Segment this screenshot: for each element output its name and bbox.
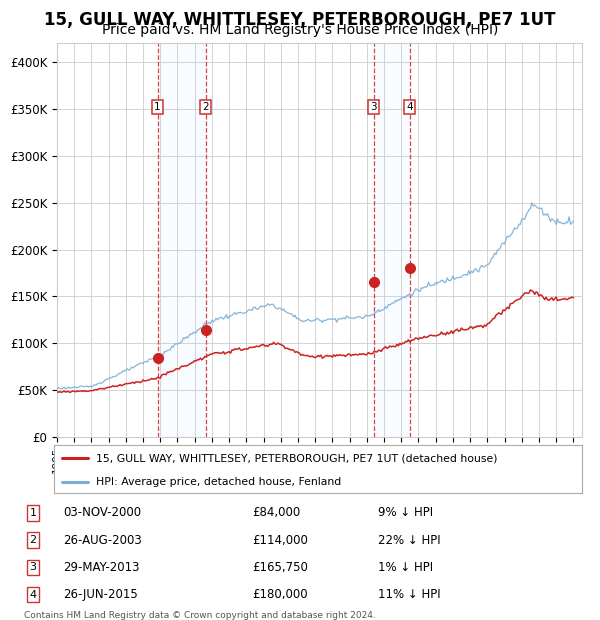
Text: 1: 1 (154, 102, 161, 112)
Text: 26-AUG-2003: 26-AUG-2003 (63, 534, 142, 546)
Text: 2: 2 (29, 535, 37, 545)
Text: £180,000: £180,000 (252, 588, 308, 601)
Bar (374, 43, 410, 437)
Text: 15, GULL WAY, WHITTLESEY, PETERBOROUGH, PE7 1UT (detached house): 15, GULL WAY, WHITTLESEY, PETERBOROUGH, … (96, 453, 498, 463)
Text: HPI: Average price, detached house, Fenland: HPI: Average price, detached house, Fenl… (96, 477, 341, 487)
Bar (158, 43, 206, 437)
Text: 4: 4 (29, 590, 37, 600)
Text: 3: 3 (29, 562, 37, 572)
Text: Contains HM Land Registry data © Crown copyright and database right 2024.
This d: Contains HM Land Registry data © Crown c… (24, 611, 376, 620)
Text: £84,000: £84,000 (252, 507, 300, 519)
Text: 1: 1 (29, 508, 37, 518)
Text: 1% ↓ HPI: 1% ↓ HPI (378, 561, 433, 574)
Text: 22% ↓ HPI: 22% ↓ HPI (378, 534, 440, 546)
Text: 9% ↓ HPI: 9% ↓ HPI (378, 507, 433, 519)
Text: 03-NOV-2000: 03-NOV-2000 (63, 507, 141, 519)
Text: 29-MAY-2013: 29-MAY-2013 (63, 561, 139, 574)
Text: £114,000: £114,000 (252, 534, 308, 546)
Text: 26-JUN-2015: 26-JUN-2015 (63, 588, 138, 601)
Text: 11% ↓ HPI: 11% ↓ HPI (378, 588, 440, 601)
Text: 3: 3 (371, 102, 377, 112)
Text: 15, GULL WAY, WHITTLESEY, PETERBOROUGH, PE7 1UT: 15, GULL WAY, WHITTLESEY, PETERBOROUGH, … (44, 11, 556, 29)
Text: Price paid vs. HM Land Registry's House Price Index (HPI): Price paid vs. HM Land Registry's House … (102, 23, 498, 37)
Text: 2: 2 (203, 102, 209, 112)
Text: 4: 4 (406, 102, 413, 112)
Text: £165,750: £165,750 (252, 561, 308, 574)
